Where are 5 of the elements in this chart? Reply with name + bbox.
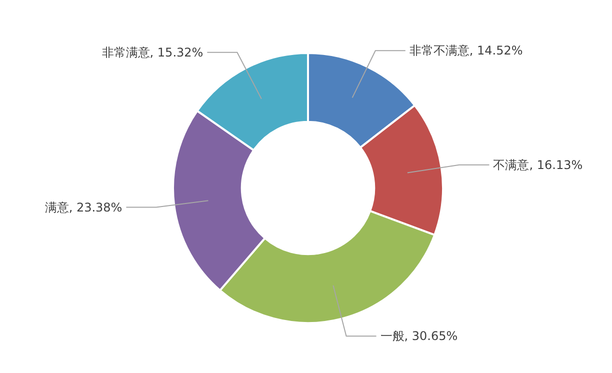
slice-label: 不满意, 16.13% [493,158,583,172]
slice-label: 一般, 30.65% [380,329,458,344]
slice-label: 非常不满意, 14.52% [409,44,523,58]
slice-label: 非常满意, 15.32% [102,45,204,60]
slice-label: 满意, 23.38% [44,200,122,214]
